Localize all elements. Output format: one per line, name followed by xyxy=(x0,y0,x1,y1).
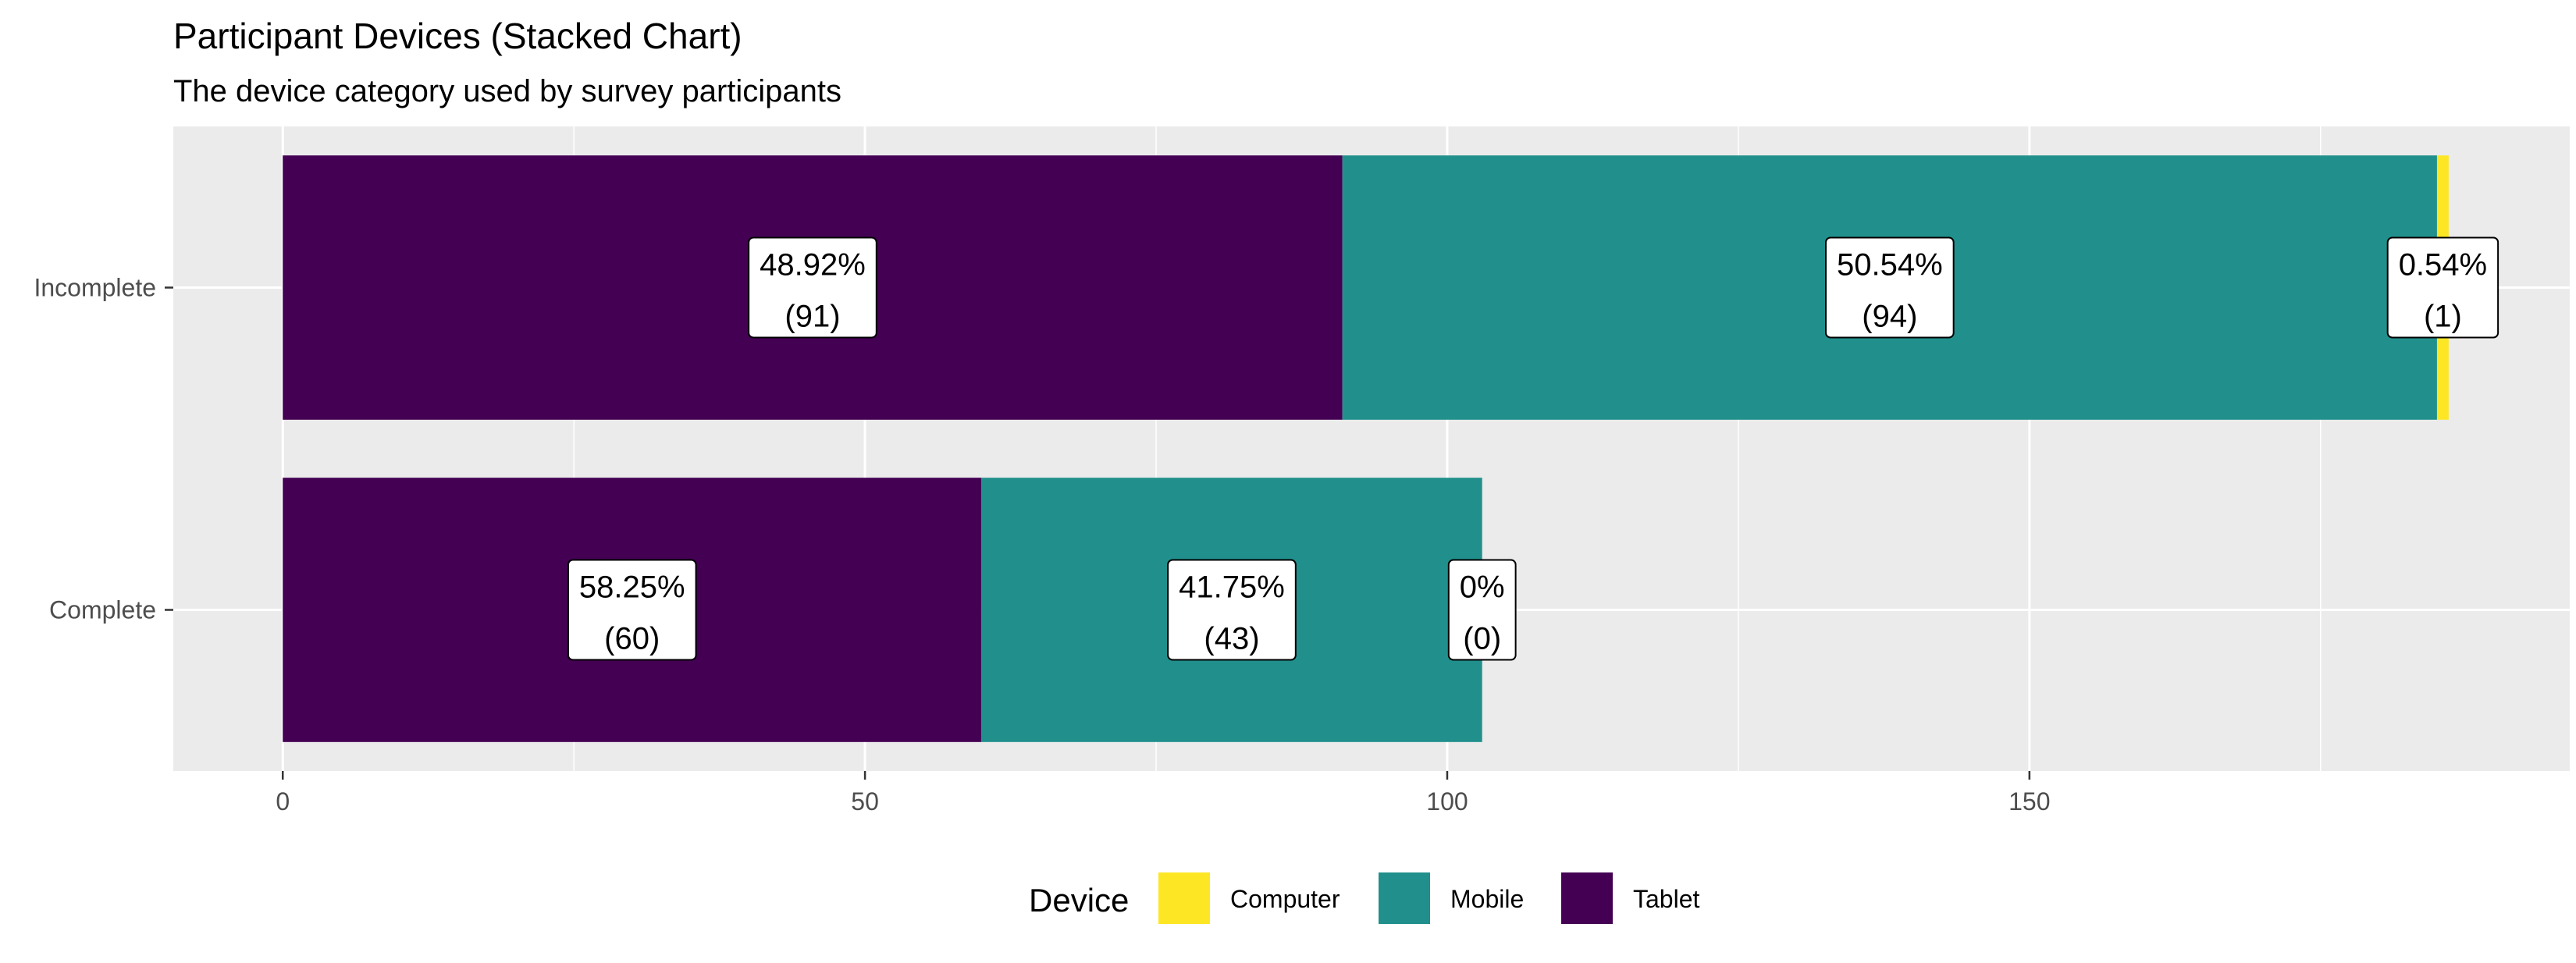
legend-key-tablet xyxy=(1561,872,1613,924)
data-label-box xyxy=(748,236,877,339)
data-label-tablet-incomplete: 48.92% (91) xyxy=(748,236,877,339)
data-label-percent: 0.54% xyxy=(2399,248,2487,283)
legend: Device Computer Mobile Tablet xyxy=(1029,872,1700,924)
chart-subtitle: The device category used by survey parti… xyxy=(173,74,841,108)
data-label-box xyxy=(2386,236,2500,339)
legend-label-computer: Computer xyxy=(1230,885,1340,913)
y-tick-label: Complete xyxy=(49,596,156,624)
data-label-box xyxy=(1824,236,1955,339)
data-label-count: (91) xyxy=(785,300,840,334)
legend-label-tablet: Tablet xyxy=(1633,885,1700,913)
chart-title: Participant Devices (Stacked Chart) xyxy=(173,16,742,56)
legend-title: Device xyxy=(1029,882,1129,919)
data-label-box xyxy=(1447,559,1517,661)
data-label-count: (1) xyxy=(2424,300,2462,334)
legend-label-mobile: Mobile xyxy=(1450,885,1524,913)
x-tick-label: 0 xyxy=(276,787,290,816)
data-label-percent: 48.92% xyxy=(760,248,866,283)
x-tick-label: 150 xyxy=(2008,787,2050,816)
data-label-mobile-complete: 41.75% (43) xyxy=(1167,559,1297,661)
data-label-count: (60) xyxy=(604,622,660,656)
axes: 0 50 100 150 Complete Incomplete xyxy=(34,274,2050,816)
data-label-percent: 0% xyxy=(1460,570,1505,605)
x-tick-label: 100 xyxy=(1426,787,1468,816)
data-label-tablet-complete: 58.25% (60) xyxy=(567,559,697,661)
data-label-count: (43) xyxy=(1204,622,1259,656)
data-label-box xyxy=(1167,559,1297,661)
legend-key-computer xyxy=(1158,872,1210,924)
data-label-count: (0) xyxy=(1463,622,1501,656)
data-label-percent: 58.25% xyxy=(579,570,685,605)
data-label-box xyxy=(567,559,697,661)
x-tick-label: 50 xyxy=(851,787,879,816)
data-label-percent: 50.54% xyxy=(1837,248,1943,283)
data-label-computer-incomplete: 0.54% (1) xyxy=(2386,236,2500,339)
data-label-count: (94) xyxy=(1862,300,1917,334)
data-label-percent: 41.75% xyxy=(1179,570,1285,605)
data-labels: 58.25% (60) 41.75% (43) 0% (0) 48.92% (91) 50.54… xyxy=(567,236,2500,661)
y-tick-label: Incomplete xyxy=(34,274,156,302)
data-label-computer-complete: 0% (0) xyxy=(1447,559,1517,661)
data-label-mobile-incomplete: 50.54% (94) xyxy=(1824,236,1955,339)
legend-key-mobile xyxy=(1379,872,1430,924)
